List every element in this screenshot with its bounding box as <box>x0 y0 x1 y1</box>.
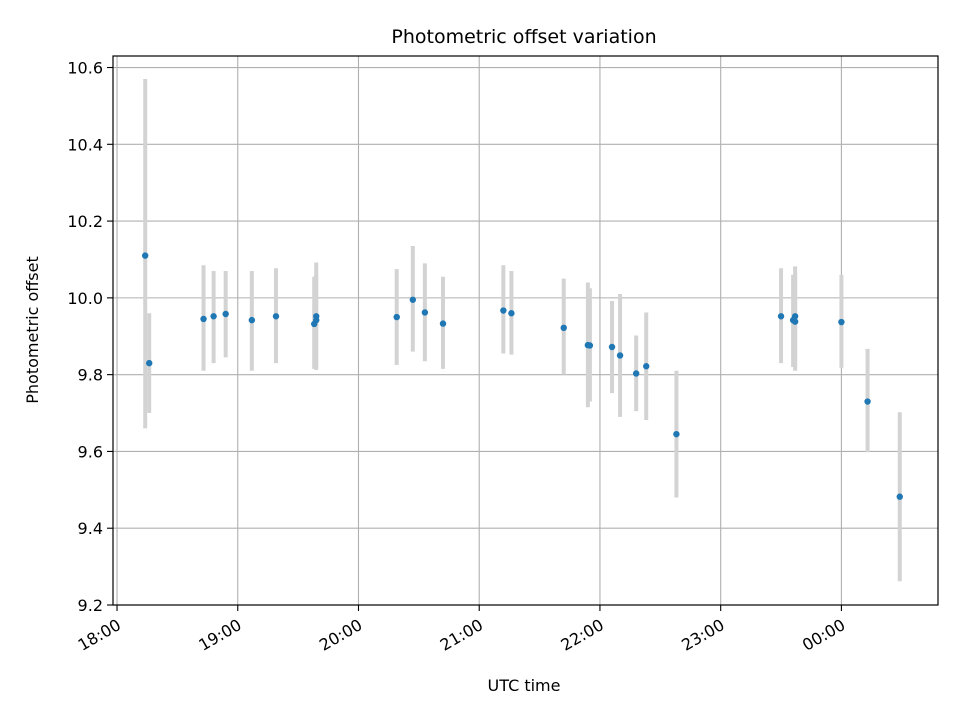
data-point <box>409 296 417 303</box>
data-point <box>222 310 229 318</box>
y-tick-label: 10.2 <box>67 212 103 231</box>
y-tick-label: 10.4 <box>67 135 103 154</box>
data-point <box>210 313 217 320</box>
data-point <box>791 313 799 320</box>
y-tick-label: 10.0 <box>67 289 103 308</box>
data-point <box>791 318 799 325</box>
data-point <box>632 370 640 377</box>
y-axis: 9.2 9.4 9.6 9.8 10.0 10.2 10.4 10.6 <box>67 59 113 615</box>
data-point <box>673 430 680 438</box>
data-point <box>393 313 400 321</box>
data-point <box>200 315 207 323</box>
data-point <box>616 352 624 359</box>
data-points <box>141 252 903 500</box>
y-tick-label: 10.6 <box>67 59 103 78</box>
data-point <box>141 252 149 259</box>
data-point <box>421 309 429 316</box>
x-axis-label: UTC time <box>488 676 561 695</box>
data-point <box>586 342 594 349</box>
data-point <box>777 313 785 320</box>
data-point <box>439 320 447 327</box>
data-point <box>508 310 515 317</box>
data-point <box>500 307 507 314</box>
data-point <box>146 359 153 367</box>
data-point <box>313 313 320 320</box>
y-tick-label: 9.4 <box>78 519 103 538</box>
y-tick-label: 9.6 <box>78 442 103 461</box>
data-point <box>560 324 567 332</box>
data-point <box>838 318 845 326</box>
data-point <box>248 316 256 324</box>
y-tick-label: 9.8 <box>78 366 103 385</box>
data-point <box>272 313 280 320</box>
chart-title: Photometric offset variation <box>391 26 656 48</box>
plot-frame <box>112 55 939 606</box>
data-point <box>864 398 871 405</box>
data-point <box>896 493 903 500</box>
y-axis-label: Photometric offset <box>23 256 42 404</box>
data-point <box>643 363 650 370</box>
y-tick-label: 9.2 <box>78 596 103 615</box>
data-point <box>608 343 616 351</box>
